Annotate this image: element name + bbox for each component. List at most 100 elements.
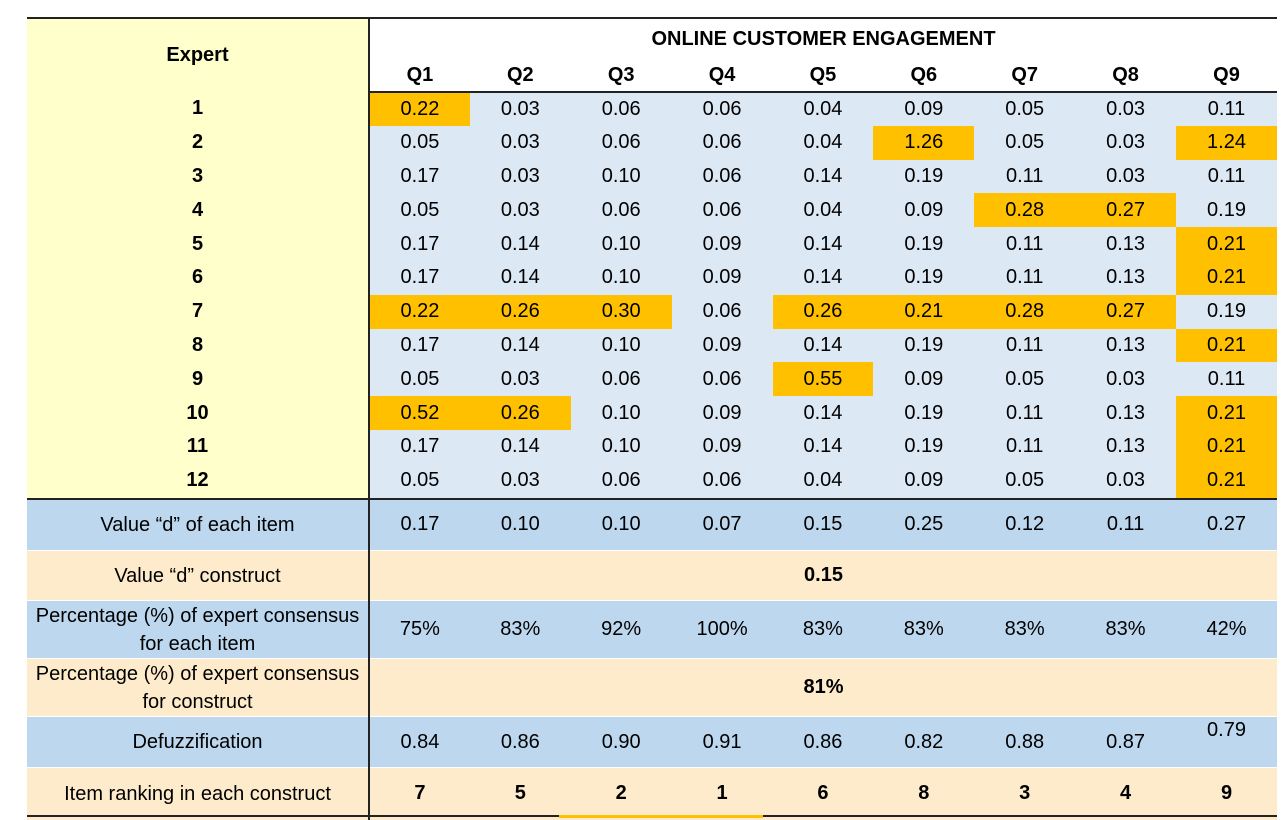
defuzz-value: 0.91 [671, 716, 773, 768]
highlighted-value-cell: 0.21 [1176, 328, 1277, 363]
expert-column-header: Expert [27, 17, 370, 92]
value-cell: 0.14 [772, 260, 874, 295]
d-item-value: 0.12 [974, 498, 1076, 551]
value-cell: 0.03 [469, 92, 571, 126]
value-cell: 0.17 [369, 159, 470, 194]
pct-item-value: 83% [772, 600, 874, 659]
value-cell: 0.11 [974, 429, 1076, 464]
item-header-q8: Q8 [1075, 59, 1176, 93]
value-cell: 0.19 [873, 260, 975, 295]
value-cell: 0.03 [469, 125, 571, 160]
highlighted-value-cell: 0.28 [974, 294, 1076, 329]
ranking-value: 9 [1176, 767, 1277, 820]
expert-row: 8 0.17 0.14 0.10 0.09 0.14 0.19 0.11 0.13 0.21 [27, 328, 1277, 363]
bottom-highlight-strip [559, 815, 763, 818]
ranking-label: Item ranking in each construct [27, 767, 370, 820]
value-cell: 0.13 [1075, 429, 1176, 464]
highlighted-value-cell: 0.26 [469, 294, 571, 329]
value-cell: 0.09 [671, 396, 773, 430]
pct-item-value: 83% [974, 600, 1076, 659]
expert-id: 4 [27, 193, 370, 228]
value-cell: 0.09 [873, 463, 975, 500]
d-item-value: 0.15 [772, 498, 874, 551]
value-cell: 0.19 [873, 328, 975, 363]
defuzz-row: Defuzzification 0.84 0.86 0.90 0.91 0.86 0.82… [27, 716, 1277, 768]
value-cell: 0.19 [873, 429, 975, 464]
expert-id: 9 [27, 362, 370, 397]
expert-id: 3 [27, 159, 370, 194]
highlighted-value-cell: 0.27 [1075, 294, 1176, 329]
value-cell: 0.06 [671, 159, 773, 194]
summary-rows: Value “d” of each item 0.17 0.10 0.10 0.07 0… [27, 498, 1277, 820]
value-cell: 0.14 [772, 159, 874, 194]
value-cell: 0.19 [873, 159, 975, 194]
value-cell: 0.06 [570, 125, 672, 160]
d-construct-label: Value “d” construct [27, 550, 370, 601]
value-cell: 0.11 [974, 396, 1076, 430]
value-cell: 0.14 [772, 396, 874, 430]
highlighted-value-cell: 0.21 [1176, 396, 1277, 430]
value-cell: 0.13 [1075, 396, 1176, 430]
expert-row: 4 0.05 0.03 0.06 0.06 0.04 0.09 0.28 0.27 0.19 [27, 193, 1277, 228]
highlighted-value-cell: 0.30 [570, 294, 672, 329]
value-cell: 0.06 [570, 463, 672, 500]
pct-construct-row: Percentage (%) of expert consensus for c… [27, 658, 1277, 717]
value-cell: 0.06 [671, 92, 773, 126]
item-header-q2: Q2 [469, 59, 571, 93]
value-cell: 0.09 [671, 429, 773, 464]
d-item-value: 0.07 [671, 498, 773, 551]
value-cell: 0.14 [469, 328, 571, 363]
highlighted-value-cell: 0.22 [369, 294, 470, 329]
pct-item-value: 83% [873, 600, 975, 659]
expert-row: 9 0.05 0.03 0.06 0.06 0.55 0.09 0.05 0.03 0.11 [27, 362, 1277, 397]
expert-id: 5 [27, 227, 370, 261]
value-cell: 0.14 [469, 227, 571, 261]
d-item-value: 0.11 [1075, 498, 1176, 551]
value-cell: 0.05 [974, 463, 1076, 500]
highlighted-value-cell: 0.52 [369, 396, 470, 430]
value-cell: 0.04 [772, 125, 874, 160]
value-cell: 0.11 [1176, 362, 1277, 397]
value-cell: 0.14 [772, 227, 874, 261]
value-cell: 0.03 [1075, 125, 1176, 160]
value-cell: 0.09 [671, 328, 773, 363]
ranking-value: 8 [873, 767, 975, 820]
value-cell: 0.04 [772, 92, 874, 126]
highlighted-value-cell: 0.21 [1176, 429, 1277, 464]
highlighted-value-cell: 0.21 [1176, 463, 1277, 500]
highlighted-value-cell: 0.26 [772, 294, 874, 329]
value-cell: 0.17 [369, 260, 470, 295]
value-cell: 0.03 [1075, 463, 1176, 500]
value-cell: 0.11 [1176, 92, 1277, 126]
item-header-q3: Q3 [570, 59, 672, 93]
item-header-q1: Q1 [369, 59, 470, 93]
value-cell: 0.17 [369, 429, 470, 464]
value-cell: 0.03 [469, 193, 571, 228]
defuzz-value: 0.87 [1075, 716, 1176, 768]
value-cell: 0.10 [570, 429, 672, 464]
expert-id: 11 [27, 429, 370, 464]
item-header-q6: Q6 [873, 59, 975, 93]
pct-item-value: 83% [1075, 600, 1176, 659]
defuzz-value: 0.79 [1176, 716, 1277, 768]
ranking-value: 1 [671, 767, 773, 820]
expert-rows: 1 0.22 0.03 0.06 0.06 0.04 0.09 0.05 0.03 0.11 2 0.… [27, 92, 1277, 500]
value-cell: 0.10 [570, 260, 672, 295]
expert-id: 6 [27, 260, 370, 295]
value-cell: 0.11 [974, 260, 1076, 295]
value-cell: 0.09 [873, 362, 975, 397]
expert-row: 11 0.17 0.14 0.10 0.09 0.14 0.19 0.11 0.13 0.21 [27, 429, 1277, 464]
expert-row: 12 0.05 0.03 0.06 0.06 0.04 0.09 0.05 0.03 0.21 [27, 463, 1277, 500]
expert-consensus-table: Expert ONLINE CUSTOMER ENGAGEMENT Q1 Q2 Q3… [27, 17, 1277, 820]
highlighted-value-cell: 0.21 [1176, 227, 1277, 261]
value-cell: 0.06 [671, 463, 773, 500]
value-cell: 0.13 [1075, 260, 1176, 295]
expert-id: 2 [27, 125, 370, 160]
pct-item-row: Percentage (%) of expert consensus for e… [27, 600, 1277, 659]
value-cell: 0.13 [1075, 328, 1176, 363]
value-cell: 0.03 [1075, 159, 1176, 194]
value-cell: 0.04 [772, 463, 874, 500]
value-cell: 0.10 [570, 328, 672, 363]
ranking-value: 7 [369, 767, 470, 820]
